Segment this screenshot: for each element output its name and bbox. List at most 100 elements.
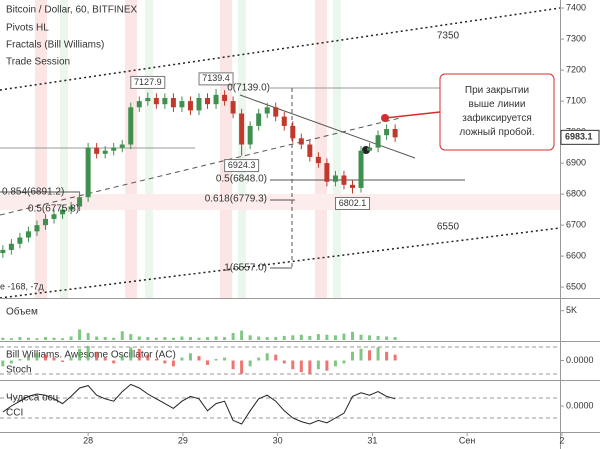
pane-title: Чудесa осц — [6, 393, 59, 404]
oscillator-bar — [9, 360, 13, 364]
oscillator-bar — [248, 360, 252, 367]
volume-bar — [308, 335, 312, 340]
volume-bar — [291, 335, 295, 340]
candle-body — [111, 147, 117, 151]
oscillator-bar — [308, 360, 312, 374]
oscillator-bar — [103, 357, 107, 361]
volume-bar — [61, 338, 65, 340]
pivot-box — [198, 72, 234, 86]
oscillator-bar — [257, 357, 261, 361]
volume-bar — [299, 334, 303, 340]
volume-bar — [146, 337, 150, 340]
oscillator-bar — [206, 360, 210, 365]
candle-body — [273, 107, 279, 117]
oscillator-bar — [333, 360, 337, 367]
volume-bar — [154, 337, 158, 340]
oscillator-bar — [171, 360, 175, 367]
oscillator-bar — [385, 351, 389, 361]
pivot-label: 6924.3 — [228, 160, 256, 170]
candle-body — [298, 138, 304, 145]
x-tick-label: 2 — [559, 435, 564, 445]
volume-bar — [376, 335, 380, 340]
oscillator-bar — [112, 360, 116, 364]
oscillator-bar — [316, 360, 320, 370]
oscillator-bar — [86, 345, 90, 361]
y-tick-label: 0.0000 — [566, 355, 594, 365]
oscillator-bar — [350, 351, 354, 361]
volume-bar — [282, 335, 286, 340]
candle-body — [230, 101, 236, 114]
oscillator-bar — [368, 350, 372, 361]
volume-bar — [18, 337, 22, 340]
candle-body — [102, 150, 108, 154]
volume-bar — [206, 337, 210, 340]
volume-bar — [333, 335, 337, 340]
volume-bar — [265, 337, 269, 340]
volume-bar — [359, 334, 363, 340]
x-tick-label: 28 — [83, 435, 93, 445]
candle-body — [34, 225, 40, 232]
candle-body — [196, 97, 202, 111]
candle-body — [42, 218, 48, 226]
oscillator-bar — [342, 360, 346, 364]
indicator: Fractals (Bill Williams) — [6, 40, 104, 51]
oscillator-bar — [214, 359, 218, 361]
annotation: 0(7139.0) — [227, 83, 270, 94]
volume-bar — [86, 332, 90, 340]
y-tick-label: 7400 — [566, 2, 586, 12]
candle-body — [367, 147, 373, 151]
oscillator-bar — [18, 359, 22, 361]
drawings — [0, 7, 561, 299]
oscillator-bar — [137, 348, 141, 361]
volume-bar — [137, 336, 141, 340]
oscillator-bar — [52, 357, 56, 361]
candle-body — [170, 97, 176, 108]
oscillator-bar — [180, 357, 184, 361]
oscillator-bar — [35, 353, 39, 361]
candle-body — [25, 231, 31, 238]
indicator: Trade Session — [6, 57, 70, 68]
pivot-label: 7127.9 — [134, 77, 162, 87]
candle-body — [119, 144, 125, 148]
volume-bar — [120, 331, 124, 340]
oscillator-bar — [120, 354, 124, 361]
candle-body — [324, 163, 330, 182]
candle-body — [213, 94, 219, 105]
volume-bar — [188, 337, 192, 340]
oscillator-bar — [1, 360, 5, 367]
last-price: 6983.1 — [565, 132, 593, 142]
y-tick-label: 5K — [566, 305, 577, 315]
callout: При закрытии выше линии зафиксируется ложны… — [459, 85, 534, 138]
y-tick-label: 6600 — [566, 251, 586, 261]
oscillator-bar — [197, 356, 201, 361]
candle-body — [60, 209, 66, 215]
oscillator-bar — [265, 353, 269, 361]
candle-body — [187, 101, 193, 111]
pivot-label: 7139.4 — [202, 73, 230, 83]
volume-bar — [103, 337, 107, 340]
candle-body — [256, 113, 262, 126]
oscillator-bar — [325, 360, 329, 371]
pane-title: Объем — [6, 306, 38, 318]
volume-bar — [35, 338, 39, 340]
y-tick-label: 7100 — [566, 95, 586, 105]
volume-bar — [231, 332, 235, 340]
y-tick-label: 6500 — [566, 282, 586, 292]
candle-body — [85, 147, 91, 198]
candle-body — [290, 125, 296, 139]
candle-body — [205, 97, 211, 105]
candle-body — [264, 107, 270, 114]
candle-body — [392, 128, 398, 138]
volume-bar — [368, 335, 372, 340]
candle-body — [17, 237, 23, 244]
volume-bar — [69, 336, 73, 340]
volume-bar — [350, 331, 354, 340]
candle-body — [8, 243, 14, 250]
oscillator-bar — [69, 357, 73, 361]
oscillator-bar — [376, 347, 380, 361]
volume-bar — [52, 337, 56, 340]
annotation: 0.854(6891.2) — [2, 187, 64, 198]
volume-bar — [316, 334, 320, 340]
